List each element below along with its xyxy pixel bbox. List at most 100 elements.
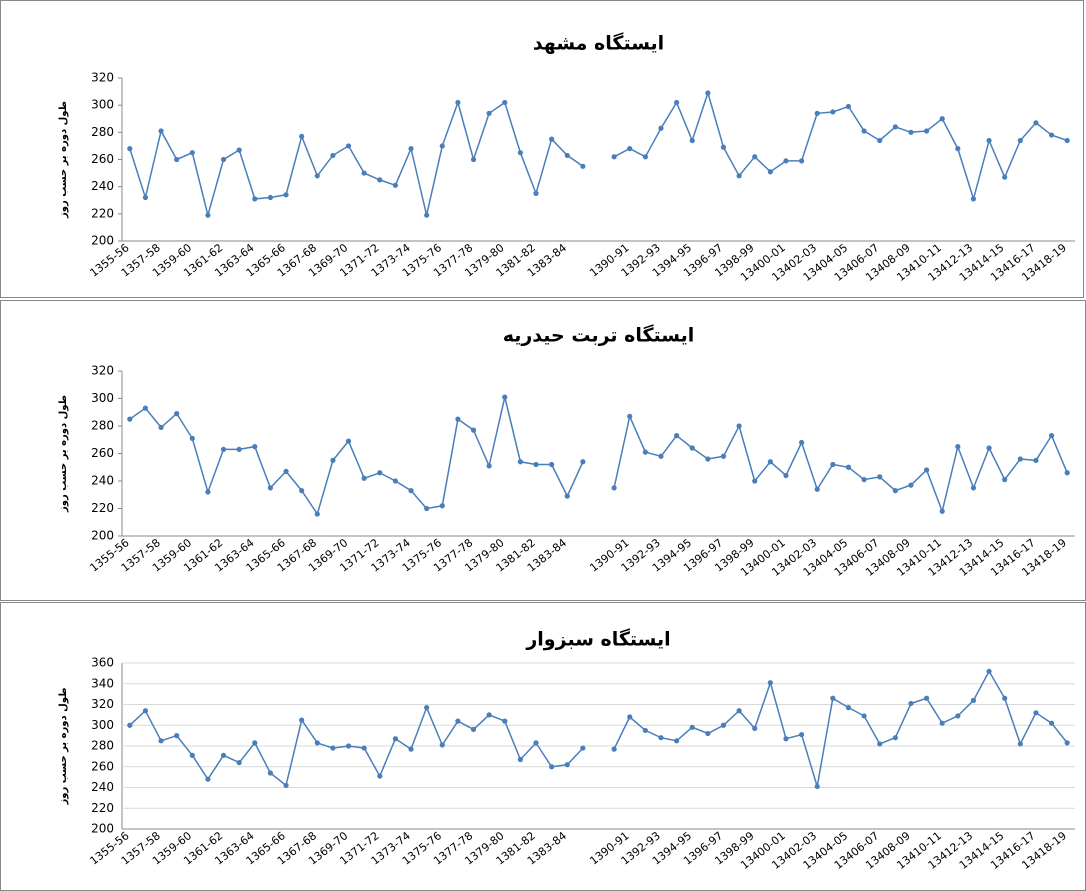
point bbox=[127, 146, 132, 151]
point bbox=[908, 701, 913, 706]
point bbox=[612, 154, 617, 159]
point bbox=[315, 173, 320, 178]
y-axis-title: طول دوره بر حسب روز bbox=[58, 101, 69, 219]
point bbox=[502, 100, 507, 105]
point bbox=[752, 154, 757, 159]
point bbox=[861, 713, 866, 718]
point bbox=[674, 100, 679, 105]
point bbox=[783, 158, 788, 163]
point bbox=[330, 458, 335, 463]
point bbox=[815, 784, 820, 789]
point bbox=[1018, 138, 1023, 143]
point bbox=[299, 717, 304, 722]
point bbox=[408, 146, 413, 151]
point bbox=[799, 440, 804, 445]
point bbox=[752, 726, 757, 731]
y-tick-label: 240 bbox=[91, 780, 114, 794]
point bbox=[861, 477, 866, 482]
point bbox=[580, 164, 585, 169]
point bbox=[346, 143, 351, 148]
point bbox=[487, 111, 492, 116]
line bbox=[130, 397, 1067, 514]
page: ایستگاه مشهد طول دوره بر حسب روز 200 220 240… bbox=[0, 0, 1086, 891]
point bbox=[705, 731, 710, 736]
y-tick-label: 240 bbox=[91, 474, 114, 488]
y-tick-label: 200 bbox=[91, 234, 114, 248]
point bbox=[330, 153, 335, 158]
y-tick-label: 320 bbox=[91, 71, 114, 85]
point bbox=[143, 195, 148, 200]
point bbox=[705, 90, 710, 95]
point bbox=[174, 733, 179, 738]
point bbox=[1065, 740, 1070, 745]
point bbox=[1065, 470, 1070, 475]
point bbox=[877, 741, 882, 746]
point bbox=[487, 712, 492, 717]
point bbox=[737, 423, 742, 428]
point bbox=[1065, 138, 1070, 143]
y-tick-label: 220 bbox=[91, 206, 114, 220]
point bbox=[408, 747, 413, 752]
point bbox=[283, 783, 288, 788]
point bbox=[283, 192, 288, 197]
point bbox=[846, 465, 851, 470]
point bbox=[705, 456, 710, 461]
point bbox=[377, 177, 382, 182]
y-tick-label: 200 bbox=[91, 822, 114, 836]
point bbox=[393, 478, 398, 483]
point bbox=[1033, 710, 1038, 715]
point bbox=[533, 462, 538, 467]
point bbox=[127, 723, 132, 728]
point bbox=[1049, 132, 1054, 137]
point bbox=[924, 467, 929, 472]
point bbox=[455, 100, 460, 105]
point bbox=[158, 425, 163, 430]
point bbox=[580, 459, 585, 464]
point bbox=[627, 414, 632, 419]
point bbox=[299, 488, 304, 493]
point bbox=[565, 494, 570, 499]
point bbox=[143, 708, 148, 713]
point bbox=[830, 462, 835, 467]
point bbox=[533, 191, 538, 196]
point bbox=[393, 183, 398, 188]
point bbox=[893, 124, 898, 129]
point bbox=[1033, 458, 1038, 463]
point bbox=[940, 116, 945, 121]
point bbox=[690, 138, 695, 143]
point bbox=[190, 150, 195, 155]
chart-title: ایستگاه مشهد bbox=[533, 32, 664, 55]
point bbox=[549, 462, 554, 467]
point bbox=[330, 745, 335, 750]
point bbox=[643, 154, 648, 159]
point bbox=[299, 134, 304, 139]
point bbox=[674, 738, 679, 743]
point bbox=[815, 111, 820, 116]
point bbox=[986, 669, 991, 674]
point bbox=[440, 143, 445, 148]
point bbox=[877, 474, 882, 479]
point bbox=[346, 439, 351, 444]
point bbox=[362, 745, 367, 750]
y-tick-label: 300 bbox=[91, 391, 114, 405]
point bbox=[455, 719, 460, 724]
point bbox=[955, 146, 960, 151]
point bbox=[799, 158, 804, 163]
point bbox=[252, 740, 257, 745]
point bbox=[768, 459, 773, 464]
point bbox=[955, 713, 960, 718]
point bbox=[924, 696, 929, 701]
point bbox=[940, 509, 945, 514]
point bbox=[893, 735, 898, 740]
chart-title: ایستگاه تربت حیدریه bbox=[503, 324, 695, 347]
point bbox=[737, 173, 742, 178]
y-tick-label: 300 bbox=[91, 718, 114, 732]
y-tick-label: 220 bbox=[91, 501, 114, 515]
point bbox=[424, 705, 429, 710]
point bbox=[127, 417, 132, 422]
y-axis-title: طول دوره بر حسب روز bbox=[58, 395, 69, 513]
point bbox=[237, 147, 242, 152]
y-tick-label: 280 bbox=[91, 419, 114, 433]
point bbox=[252, 444, 257, 449]
point bbox=[690, 725, 695, 730]
